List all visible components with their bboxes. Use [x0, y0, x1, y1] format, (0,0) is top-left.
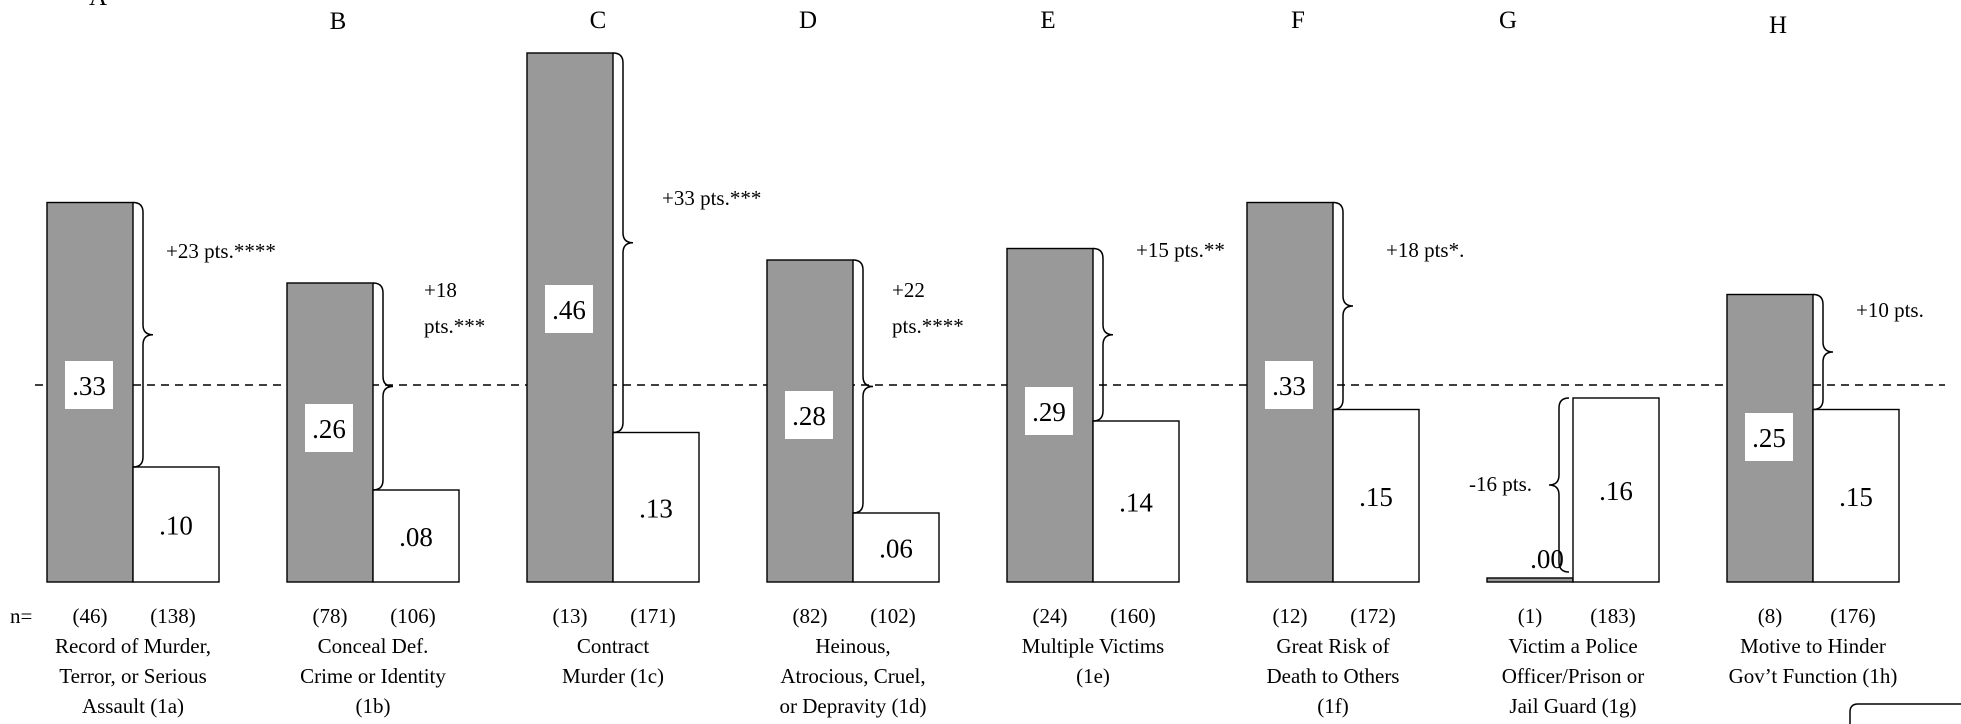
bar-aggravator-absent: [852, 512, 940, 583]
group-letter: F: [1291, 7, 1305, 34]
group-letter: H: [1769, 12, 1787, 39]
difference-brace: [372, 282, 394, 491]
difference-annotation: -16 pts.: [1469, 472, 1532, 496]
white-value-label: .16: [1599, 476, 1633, 506]
bar-aggravator-present: [1486, 577, 1574, 583]
legend-box-fragment: [1849, 703, 1961, 724]
difference-brace: [612, 52, 634, 434]
category-label: Record of Murder,: [55, 634, 211, 658]
category-label: (1e): [1076, 664, 1110, 688]
difference-brace: [1548, 397, 1570, 573]
category-label: Gov’t Function (1h): [1729, 664, 1898, 688]
group-letter: C: [590, 7, 607, 34]
difference-brace: [132, 201, 154, 468]
bar-aggravator-absent: [132, 466, 220, 583]
category-label: Jail Guard (1g): [1509, 694, 1636, 718]
n-count-absent: (106): [390, 604, 436, 628]
n-count-absent: (160): [1110, 604, 1156, 628]
category-label: Crime or Identity: [300, 664, 446, 688]
category-label: Great Risk of: [1276, 634, 1389, 658]
difference-brace: [852, 259, 874, 514]
category-label: Murder (1c): [562, 664, 664, 688]
category-label: Death to Others: [1267, 664, 1400, 688]
bar-aggravator-absent: [1812, 408, 1900, 583]
gray-value-label: .28: [792, 401, 826, 431]
group-letter: A: [89, 0, 107, 11]
difference-annotation: +10 pts.: [1856, 298, 1924, 322]
white-value-label: .06: [879, 534, 913, 564]
category-label: Multiple Victims: [1022, 634, 1164, 658]
category-label: Atrocious, Cruel,: [780, 664, 925, 688]
difference-brace: [1332, 201, 1354, 411]
n-count-absent: (176): [1830, 604, 1876, 628]
n-count-present: (8): [1758, 604, 1783, 628]
white-value-label: .10: [159, 511, 193, 541]
n-prefix-label: n=: [10, 604, 32, 628]
difference-brace: [1092, 247, 1114, 422]
group-letter: E: [1040, 7, 1055, 34]
difference-annotation: pts.****: [892, 314, 964, 338]
group-letter: B: [330, 8, 347, 35]
difference-brace: [1812, 293, 1834, 411]
category-label: Victim a Police: [1508, 634, 1637, 658]
category-label: Motive to Hinder: [1740, 634, 1886, 658]
n-count-present: (82): [793, 604, 828, 628]
bar-aggravator-present: [526, 52, 614, 583]
white-value-label: .08: [399, 522, 433, 552]
n-count-absent: (183): [1590, 604, 1636, 628]
n-count-present: (46): [73, 604, 108, 628]
difference-annotation: +22: [892, 278, 925, 302]
white-value-label: .14: [1119, 488, 1153, 518]
category-label: (1f): [1317, 694, 1348, 718]
n-count-absent: (172): [1350, 604, 1396, 628]
gray-value-label: .46: [552, 295, 586, 325]
gray-value-box: [305, 404, 353, 452]
white-value-label: .15: [1839, 482, 1873, 512]
n-count-present: (24): [1033, 604, 1068, 628]
n-count-absent: (138): [150, 604, 196, 628]
gray-value-label: .33: [1272, 371, 1306, 401]
difference-annotation: +18 pts*.: [1386, 238, 1464, 262]
bar-aggravator-absent: [372, 489, 460, 583]
difference-annotation: +23 pts.****: [166, 239, 276, 263]
n-count-present: (78): [313, 604, 348, 628]
gray-value-box: [1745, 413, 1793, 461]
gray-value-label: .26: [312, 414, 346, 444]
category-label: Heinous,: [815, 634, 890, 658]
group-letter: G: [1499, 7, 1517, 34]
gray-value-box: [785, 391, 833, 439]
bar-aggravator-absent: [1572, 397, 1660, 583]
gray-value-box: [545, 285, 593, 333]
bar-aggravator-absent: [1332, 408, 1420, 583]
category-label: (1b): [356, 694, 391, 718]
bar-aggravator-absent: [612, 431, 700, 583]
n-count-absent: (102): [870, 604, 916, 628]
category-label: Conceal Def.: [318, 634, 429, 658]
gray-value-label: .33: [72, 371, 106, 401]
n-count-present: (12): [1273, 604, 1308, 628]
gray-value-label: .25: [1752, 423, 1786, 453]
n-count-present: (1): [1518, 604, 1543, 628]
category-label: Assault (1a): [82, 694, 184, 718]
difference-annotation: +33 pts.***: [662, 186, 761, 210]
n-count-present: (13): [553, 604, 588, 628]
bar-aggravator-absent: [1092, 420, 1180, 583]
gray-value-box: [1265, 361, 1313, 409]
category-label: or Depravity (1d): [780, 694, 927, 718]
gray-value-box: [1025, 387, 1073, 435]
difference-annotation: pts.***: [424, 314, 485, 338]
n-count-absent: (171): [630, 604, 676, 628]
difference-annotation: +18: [424, 278, 457, 302]
group-letter: D: [799, 7, 817, 34]
white-value-label: .13: [639, 493, 673, 523]
difference-annotation: +15 pts.**: [1136, 238, 1225, 262]
gray-value-box: [65, 361, 113, 409]
white-value-label: .15: [1359, 482, 1393, 512]
category-label: Officer/Prison or: [1502, 664, 1645, 688]
category-label: Contract: [577, 634, 649, 658]
gray-value-label: .29: [1032, 397, 1066, 427]
category-label: Terror, or Serious: [59, 664, 207, 688]
